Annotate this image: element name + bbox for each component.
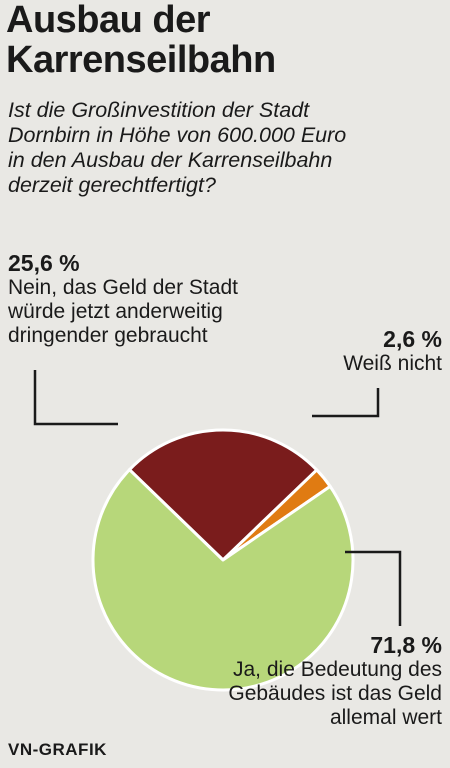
question-line-3: in den Ausbau der Karrenseilbahn [8, 148, 333, 172]
question-line-1: Ist die Großinvestition der Stadt [8, 98, 310, 122]
leader-lines [33, 370, 402, 626]
label-nein-line-2: würde jetzt anderweitig [8, 300, 223, 323]
title-line-2: Karrenseilbahn [6, 39, 276, 81]
survey-question: Ist die Großinvestition der Stadt Dornbi… [8, 98, 448, 198]
label-nein-percent: 25,6 % [8, 250, 80, 276]
label-weiss-percent: 2,6 % [383, 326, 442, 352]
label-weiss-nicht: 2,6 % Weiß nicht [282, 326, 442, 376]
label-ja-percent: 71,8 % [370, 632, 442, 658]
label-nein-line-3: dringender gebraucht [8, 324, 208, 347]
label-ja-line-1: Ja, die Bedeutung des [233, 658, 442, 681]
label-ja: 71,8 % Ja, die Bedeutung des Gebäudes is… [142, 632, 442, 730]
label-ja-line-2: Gebäudes ist das Geld [228, 682, 442, 705]
leader-line-nein [33, 370, 118, 426]
title-line-1: Ausbau der [6, 0, 211, 41]
leader-line-weiss [312, 388, 380, 418]
pie-slice-nein [127, 428, 319, 562]
label-weiss-line-1: Weiß nicht [343, 352, 442, 375]
label-ja-line-3: allemal wert [329, 706, 442, 729]
leader-line-ja [345, 550, 402, 626]
pie-slice-ja [91, 468, 355, 692]
chart-title: Ausbau der Karrenseilbahn [6, 0, 446, 80]
label-nein: 25,6 % Nein, das Geld der Stadt würde je… [8, 250, 308, 348]
source-credit: VN-GRAFIK [8, 740, 107, 759]
pie-slices [91, 428, 355, 692]
question-line-4: derzeit gerechtfertigt? [8, 173, 216, 197]
question-line-2: Dornbirn in Höhe von 600.000 Euro [8, 123, 347, 147]
label-nein-line-1: Nein, das Geld der Stadt [8, 276, 238, 299]
